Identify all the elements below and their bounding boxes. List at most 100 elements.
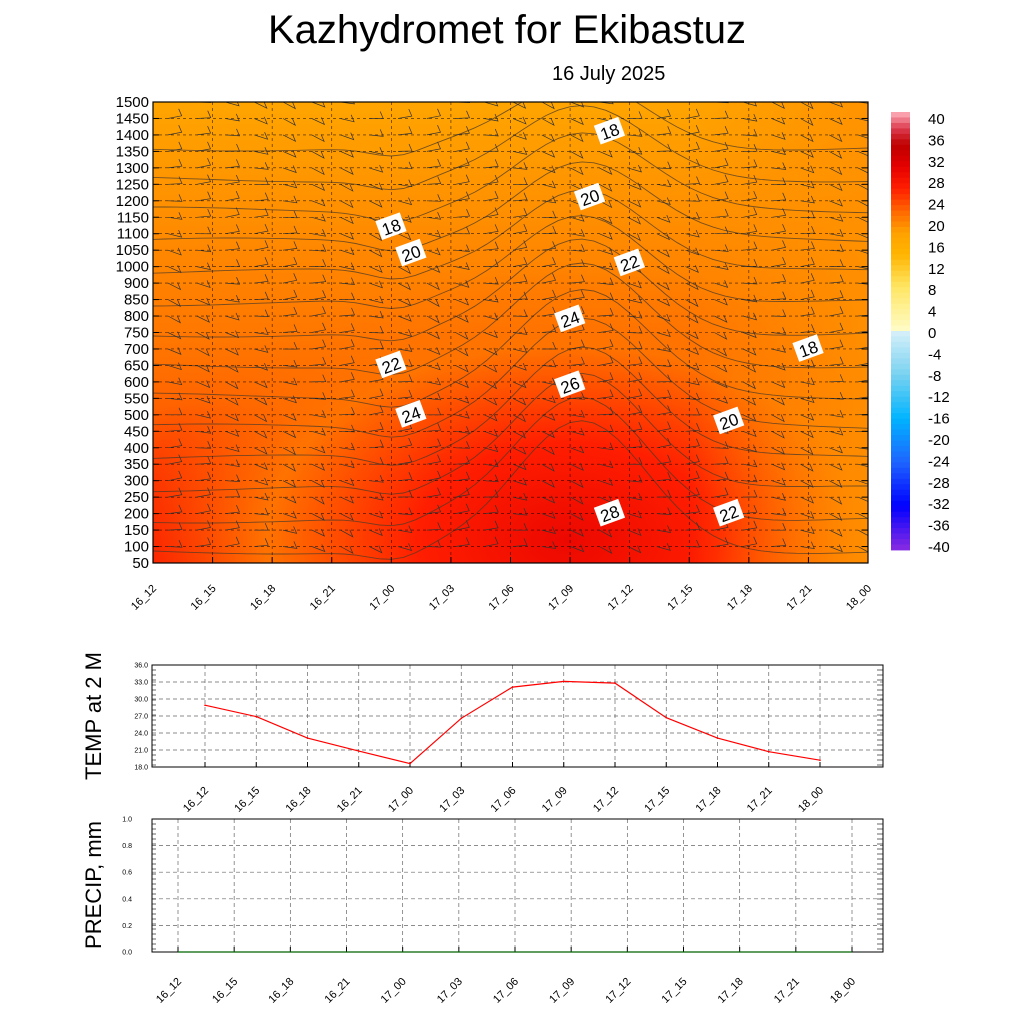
wind-barb	[225, 294, 240, 303]
wind-barb	[340, 247, 355, 256]
colorbar-segment	[891, 407, 910, 414]
wind-barb	[829, 356, 844, 366]
temperature-point	[460, 717, 463, 720]
wind-barb	[570, 544, 585, 553]
colorbar-label: -36	[928, 518, 950, 535]
colorbar-segment	[891, 122, 910, 129]
wind-barb	[196, 262, 211, 271]
wind-barb	[771, 223, 786, 235]
temperature-point	[306, 737, 309, 739]
wind-barb	[167, 347, 182, 355]
wind-barb	[282, 134, 297, 143]
colorbar-segment	[891, 155, 910, 162]
wind-barb	[800, 195, 815, 204]
y-tick-label: 1350	[116, 143, 149, 160]
temperature-point	[563, 680, 565, 683]
colorbar-label: -12	[928, 389, 950, 406]
wind-barb	[484, 429, 498, 437]
wind-barb	[397, 179, 413, 188]
wind-barb	[484, 241, 499, 251]
wind-barb	[455, 208, 471, 218]
wind-barb	[340, 149, 354, 158]
wind-barb	[369, 310, 384, 319]
wind-barb	[685, 331, 699, 340]
wind-barb	[426, 362, 441, 371]
wind-barb	[714, 126, 729, 136]
y-tick-label: 0.8	[122, 843, 132, 850]
wind-barb	[570, 117, 584, 126]
wind-barb	[800, 412, 815, 421]
colorbar-label: -28	[928, 475, 950, 492]
wind-barb	[627, 457, 643, 465]
colorbar-segment	[891, 380, 910, 387]
wind-barb	[282, 180, 298, 189]
wind-barb	[484, 113, 499, 122]
wind-barb	[311, 183, 326, 192]
wind-barb	[340, 372, 355, 383]
wind-barb	[685, 470, 700, 482]
wind-barb	[541, 257, 556, 267]
wind-barb	[541, 479, 555, 488]
wind-barb	[426, 176, 442, 185]
wind-barb	[426, 229, 441, 238]
wind-barb	[512, 192, 528, 202]
wind-barb	[857, 132, 868, 139]
colorbar-label: 40	[928, 111, 945, 128]
colorbar-segment	[891, 347, 910, 354]
colorbar-segment	[891, 303, 910, 310]
wind-barb	[512, 507, 528, 516]
wind-barb	[541, 118, 555, 126]
wind-barb	[225, 459, 240, 468]
y-tick-label: 1300	[116, 160, 149, 177]
wind-barb	[254, 507, 269, 516]
wind-barb	[196, 191, 212, 202]
wind-barb	[282, 463, 297, 472]
wind-barb	[857, 167, 868, 174]
wind-barb	[512, 523, 528, 531]
wind-barb	[656, 405, 672, 416]
wind-barb	[426, 282, 440, 291]
x-tick-label: 16_21	[308, 583, 338, 613]
wind-barb	[225, 224, 240, 235]
wind-barb	[369, 528, 383, 537]
y-tick-label: 1150	[117, 209, 149, 226]
y-tick-label: 150	[124, 522, 149, 539]
colorbar-segment	[891, 144, 910, 151]
wind-barb	[340, 529, 354, 538]
wind-barb	[714, 157, 729, 169]
wind-barb	[397, 389, 413, 399]
wind-barb	[742, 113, 758, 122]
colorbar-segment	[891, 139, 910, 146]
wind-barb	[829, 198, 843, 207]
wind-barb	[541, 102, 555, 110]
wind-barb	[857, 379, 868, 383]
colorbar-segment	[891, 320, 910, 326]
wind-barb	[225, 330, 240, 339]
wind-barb	[829, 480, 843, 488]
temperature-point	[204, 704, 206, 706]
contour-label: 18	[375, 212, 407, 241]
y-tick-label: 0.6	[122, 870, 132, 877]
wind-barb	[599, 323, 614, 333]
wind-barb	[455, 157, 470, 169]
wind-barb	[397, 437, 413, 449]
wind-barb	[426, 102, 430, 103]
wind-barb	[771, 430, 785, 439]
wind-barb	[455, 380, 469, 389]
wind-barb	[311, 428, 326, 436]
wind-barb	[771, 345, 786, 353]
wind-barb	[512, 256, 528, 267]
wind-barb	[196, 348, 210, 357]
colorbar-label: 8	[928, 282, 936, 299]
wind-barb	[714, 441, 729, 449]
wind-barb	[484, 294, 499, 303]
wind-barb	[282, 377, 298, 386]
wind-barb	[282, 273, 298, 284]
wind-barb	[196, 364, 210, 373]
wind-barb	[484, 312, 499, 321]
colorbar-segment	[891, 489, 910, 496]
wind-barb	[311, 512, 325, 521]
wind-barb	[685, 282, 699, 291]
wind-barb	[800, 180, 815, 189]
contour-label: 20	[713, 406, 745, 435]
